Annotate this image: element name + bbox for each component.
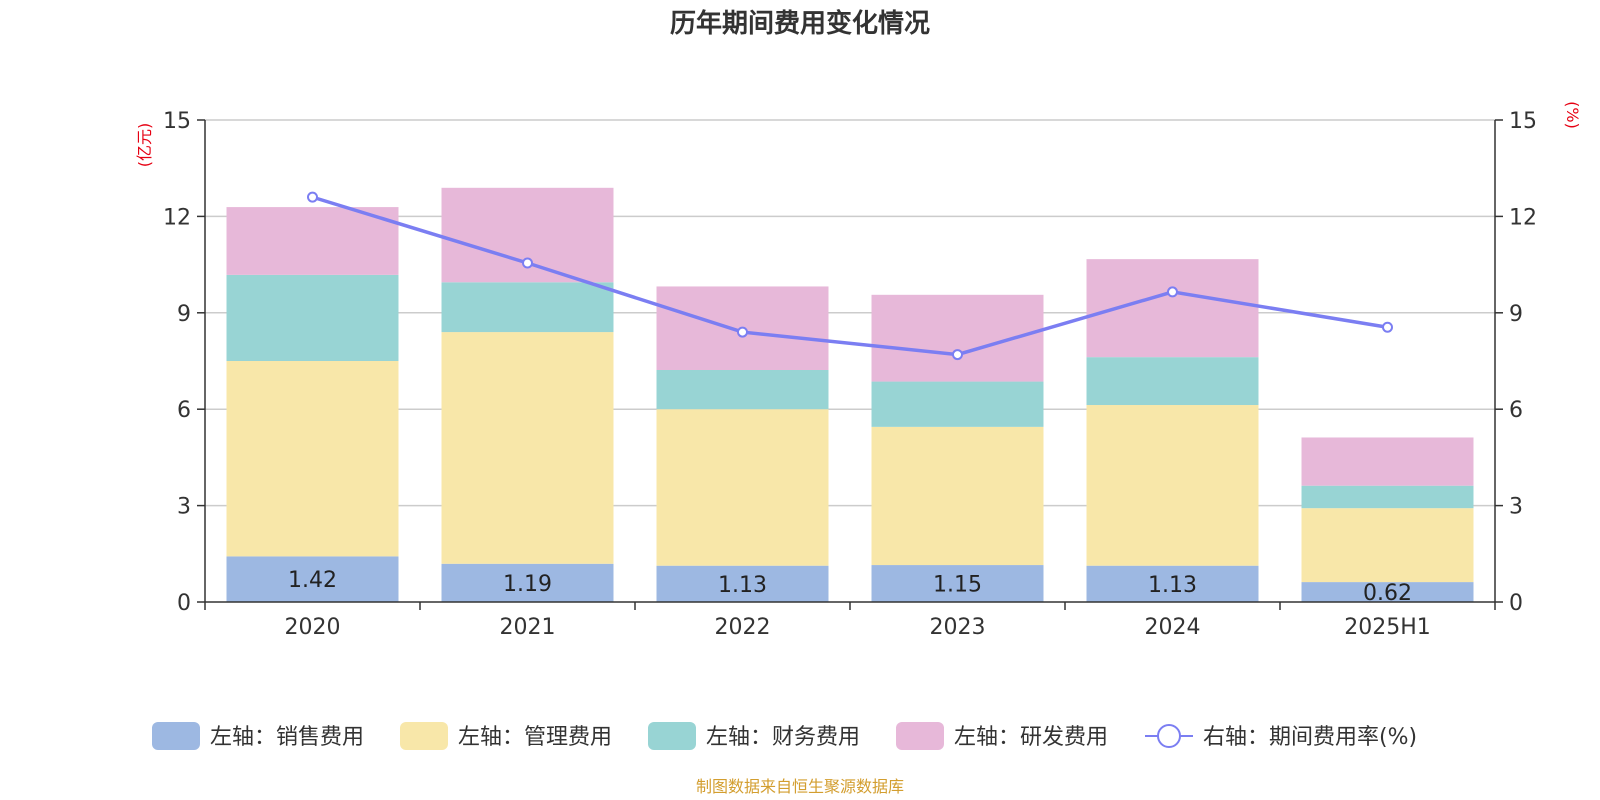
- x-axis-tick-label: 2021: [500, 615, 556, 640]
- rate-line-point: [522, 257, 533, 269]
- left-axis-tick-label: 9: [177, 302, 191, 327]
- legend-marker: [1157, 724, 1181, 748]
- rate-line-point: [307, 191, 318, 203]
- bar-segment: [1086, 565, 1259, 602]
- left-axis-tick-label: 6: [177, 398, 191, 423]
- bar-segment: [226, 556, 399, 602]
- left-axis-tick-label: 3: [177, 495, 191, 520]
- legend-swatch: [400, 722, 448, 750]
- chart-title: 历年期间费用变化情况: [670, 8, 930, 39]
- bars: [226, 187, 1474, 602]
- bar-segment: [226, 361, 399, 557]
- rate-line-point: [1167, 286, 1178, 298]
- bar-labels: 1.42 1.19 1.13 1.15 1.13 0.62: [288, 568, 1412, 606]
- bar-value-label: 1.13: [1148, 573, 1197, 598]
- rate-line-point: [1382, 321, 1393, 333]
- x-axis-tick-label: 2024: [1145, 615, 1201, 640]
- bar-segment: [871, 426, 1044, 566]
- bar-value-label: 1.19: [503, 572, 552, 597]
- legend-swatch: [896, 722, 944, 750]
- source-note: 制图数据来自恒生聚源数据库: [696, 777, 904, 796]
- left-axis-tick-label: 0: [177, 591, 191, 616]
- left-axis-unit: (亿元): [135, 123, 154, 168]
- right-axis-tick-label: 9: [1509, 302, 1523, 327]
- right-axis-tick-label: 3: [1509, 495, 1523, 520]
- bar-value-label: 1.42: [288, 568, 337, 593]
- x-axis-tick-label: 2022: [715, 615, 771, 640]
- legend-label: 左轴：销售费用: [210, 725, 364, 750]
- right-axis-tick-label: 0: [1509, 591, 1523, 616]
- bar-segment: [1301, 485, 1474, 509]
- legend-label: 右轴：期间费用率(%): [1203, 725, 1417, 750]
- bar-segment: [871, 381, 1044, 427]
- left-axis-tick-label: 12: [163, 205, 191, 230]
- bar-value-label: 1.15: [933, 573, 982, 598]
- x-axis-tick-label: 2020: [285, 615, 341, 640]
- legend: 左轴：销售费用 左轴：管理费用 左轴：财务费用 左轴：研发费用 右轴：期间费用率(%): [152, 722, 1417, 750]
- bar-segment: [226, 207, 399, 275]
- bar-value-label: 1.13: [718, 573, 767, 598]
- rate-line-point: [952, 349, 963, 361]
- bar-segment: [441, 282, 614, 333]
- legend-swatch: [648, 722, 696, 750]
- x-axis-tick-label: 2025H1: [1344, 615, 1431, 640]
- bar-segment: [1301, 582, 1474, 602]
- grid-lines: [205, 119, 1495, 507]
- rate-line-point: [737, 326, 748, 338]
- bar-segment: [1301, 437, 1474, 486]
- rate-line: [307, 191, 1393, 361]
- bar-segment: [656, 409, 829, 566]
- right-axis-tick-label: 12: [1509, 205, 1537, 230]
- bar-segment: [656, 565, 829, 602]
- legend-label: 左轴：管理费用: [458, 725, 612, 750]
- legend-swatch: [152, 722, 200, 750]
- bar-segment: [1086, 357, 1259, 406]
- bar-segment: [226, 274, 399, 361]
- bar-value-label: 0.62: [1363, 581, 1412, 606]
- legend-label: 左轴：研发费用: [954, 725, 1108, 750]
- bar-segment: [441, 563, 614, 602]
- left-axis-tick-label: 15: [163, 109, 191, 134]
- x-axis-tick-label: 2023: [930, 615, 986, 640]
- axes: 0 3 6 9 12 15 0 3 6 9 12 15 2020 2021 2022 2023 2024 2025…: [163, 109, 1537, 640]
- legend-label: 左轴：财务费用: [706, 725, 860, 750]
- rate-line-path: [311, 195, 1388, 357]
- right-axis-unit: (%): [1563, 101, 1582, 129]
- bar-segment: [441, 332, 614, 564]
- bar-segment: [871, 565, 1044, 602]
- bar-segment: [656, 369, 829, 410]
- bar-segment: [1301, 508, 1474, 583]
- right-axis-tick-label: 6: [1509, 398, 1523, 423]
- bar-segment: [1086, 405, 1259, 566]
- right-axis-tick-label: 15: [1509, 109, 1537, 134]
